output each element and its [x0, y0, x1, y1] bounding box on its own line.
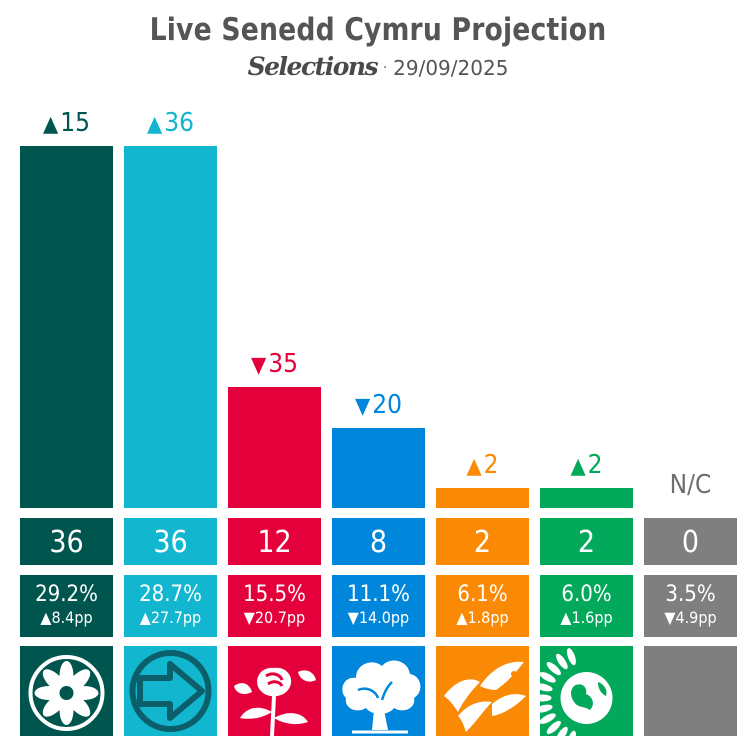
vote-share: 11.1%	[347, 582, 410, 607]
vote-change-value: 14.0pp	[358, 608, 410, 627]
down-arrow-icon: ▼	[664, 608, 676, 627]
plaid-flower-icon	[28, 655, 105, 731]
seat-change-value: 36	[164, 108, 194, 138]
up-arrow-icon: ▲	[456, 608, 468, 627]
seat-change-value: 2	[587, 449, 603, 480]
green-globe-icon	[540, 648, 613, 736]
seat-count: 8	[332, 518, 425, 565]
vote-change: ▲8.4pp	[20, 607, 113, 629]
seat-count: 2	[540, 518, 633, 565]
party-logo	[332, 646, 425, 736]
party-logo	[228, 646, 321, 736]
vote-change-value: 27.7pp	[150, 608, 202, 627]
party-logo	[644, 646, 737, 736]
up-arrow-icon: ▲	[466, 453, 482, 479]
projection-date: 29/09/2025	[393, 56, 509, 80]
party-logo	[436, 646, 529, 736]
bar	[20, 146, 113, 508]
conservative-tree-icon	[342, 660, 421, 734]
vote-share-box: 29.2% ▲8.4pp	[20, 575, 113, 637]
seat-change-label: N/C	[669, 470, 712, 500]
vote-change: ▼14.0pp	[332, 607, 425, 629]
down-arrow-icon: ▼	[347, 608, 359, 627]
seat-count: 36	[124, 518, 217, 565]
seat-change-value: 20	[372, 389, 402, 420]
libdem-bird-icon	[444, 661, 526, 732]
vote-change: ▲1.6pp	[540, 607, 633, 629]
bar	[436, 487, 529, 508]
separator: ·	[383, 60, 388, 76]
seat-change-label: ▼20	[332, 390, 425, 420]
vote-share-box: 6.1% ▲1.8pp	[436, 575, 529, 637]
vote-share: 3.5%	[665, 582, 716, 607]
vote-share-box: 15.5% ▼20.7pp	[228, 575, 321, 637]
up-arrow-icon: ▲	[43, 112, 59, 137]
reform-arrow-icon	[129, 650, 212, 732]
vote-share: 6.0%	[561, 582, 612, 607]
brand-logo: Selections	[247, 52, 379, 81]
seat-count: 36	[20, 518, 113, 565]
vote-share-box: 6.0% ▲1.6pp	[540, 575, 633, 637]
up-arrow-icon: ▲	[40, 608, 52, 627]
up-arrow-icon: ▲	[560, 608, 572, 627]
seat-count: 12	[228, 518, 321, 565]
vote-share-box: 3.5% ▼4.9pp	[644, 575, 737, 637]
down-arrow-icon: ▼	[243, 608, 255, 627]
party-logo	[124, 646, 217, 736]
chart-title: Live Senedd Cymru Projection	[149, 12, 607, 48]
vote-change: ▲27.7pp	[124, 607, 217, 629]
vote-share-box: 28.7% ▲27.7pp	[124, 575, 217, 637]
vote-change-value: 20.7pp	[254, 608, 306, 627]
subtitle-line: Selections · 29/09/2025	[0, 52, 756, 81]
seat-change-label: ▲15	[20, 108, 113, 138]
vote-change: ▼4.9pp	[644, 607, 737, 629]
down-arrow-icon: ▼	[355, 393, 371, 419]
vote-share-box: 11.1% ▼14.0pp	[332, 575, 425, 637]
seat-count: 2	[436, 518, 529, 565]
vote-share: 15.5%	[243, 582, 306, 607]
bar	[228, 387, 321, 508]
vote-share: 28.7%	[139, 582, 202, 607]
seat-change-value: 2	[483, 449, 499, 480]
up-arrow-icon: ▲	[147, 112, 163, 137]
bar	[540, 487, 633, 508]
up-arrow-icon: ▲	[570, 453, 586, 479]
party-logo	[540, 646, 633, 736]
bar	[332, 427, 425, 508]
labour-rose-icon	[234, 667, 316, 736]
seat-change-label: ▼35	[228, 349, 321, 379]
vote-change-value: 8.4pp	[51, 608, 93, 627]
seat-count: 0	[644, 518, 737, 565]
seat-change-label: ▲36	[124, 108, 217, 138]
seat-change-value: 15	[60, 108, 90, 138]
vote-change-value: 1.8pp	[467, 608, 509, 627]
vote-share: 29.2%	[35, 582, 98, 607]
bar	[124, 146, 217, 508]
vote-share: 6.1%	[457, 582, 508, 607]
seat-change-value: 35	[268, 349, 298, 380]
vote-change: ▼20.7pp	[228, 607, 321, 629]
vote-change-value: 1.6pp	[571, 608, 613, 627]
up-arrow-icon: ▲	[139, 608, 151, 627]
vote-change-value: 4.9pp	[675, 608, 717, 627]
seat-change-label: ▲2	[540, 450, 633, 480]
vote-change: ▲1.8pp	[436, 607, 529, 629]
seat-change-label: ▲2	[436, 450, 529, 480]
party-logo	[20, 646, 113, 736]
down-arrow-icon: ▼	[251, 353, 267, 379]
